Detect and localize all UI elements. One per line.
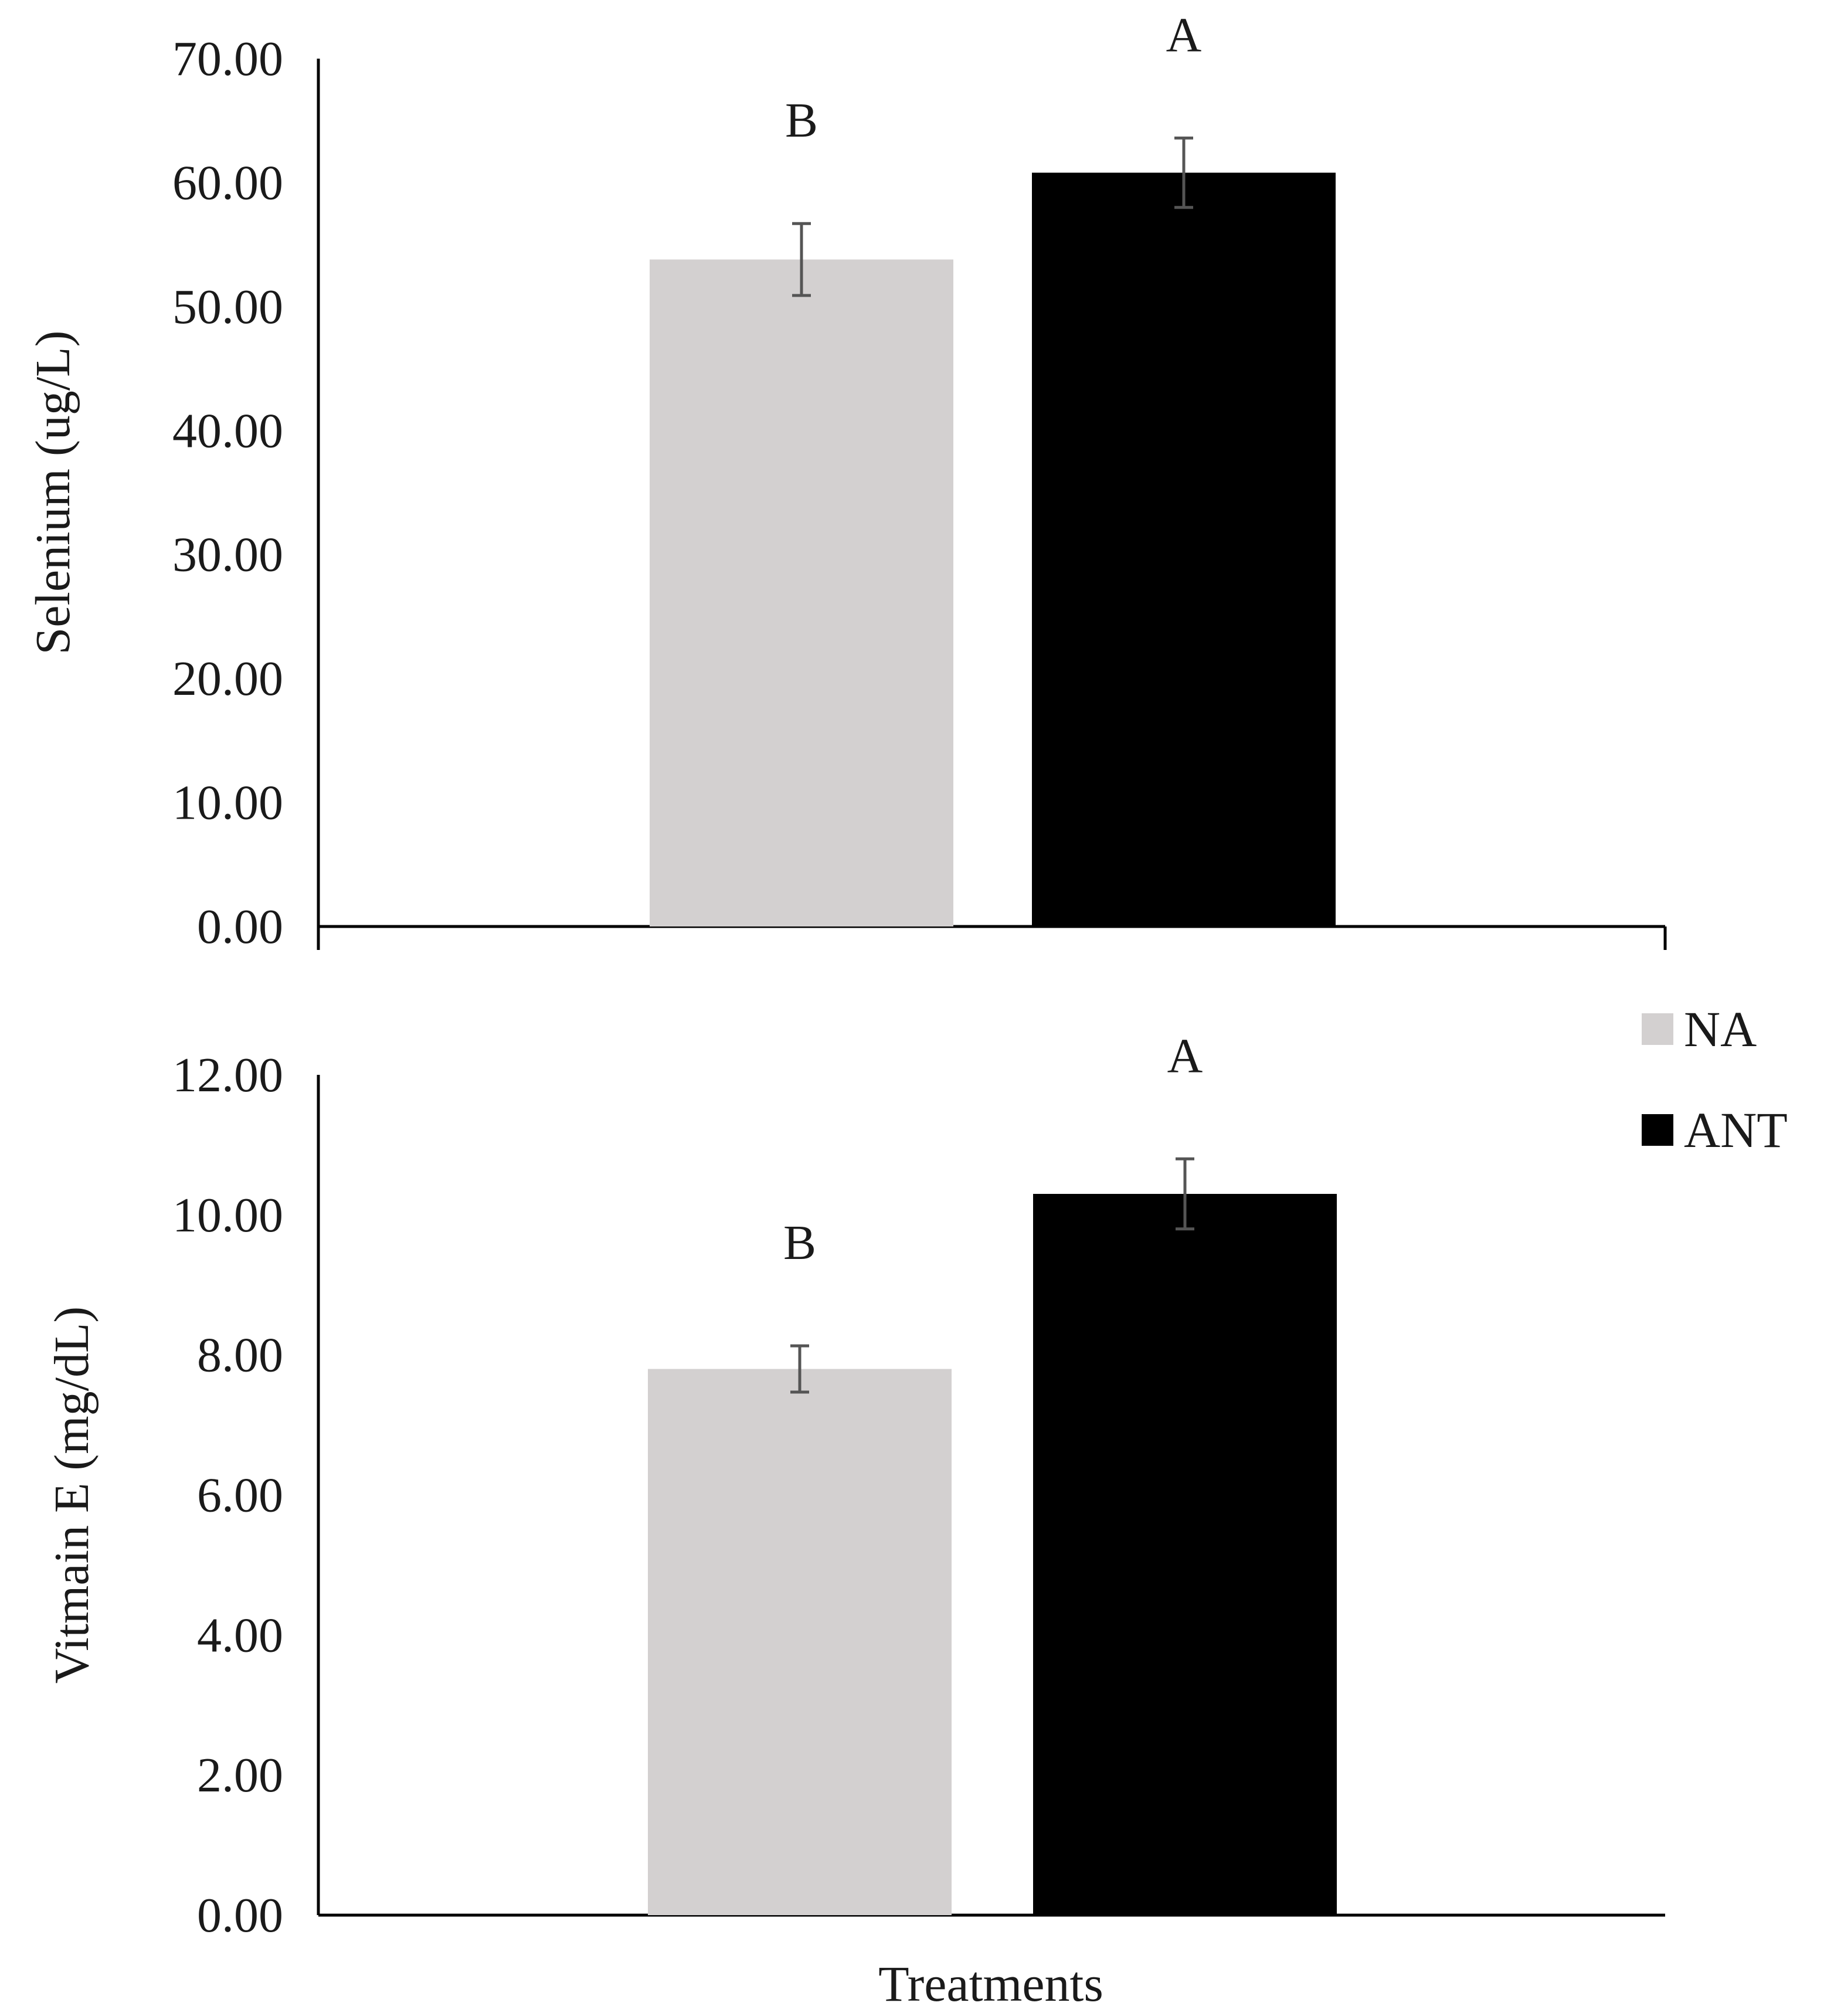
bar-na [648,1369,952,1915]
bar-ant [1032,172,1336,926]
y-tick-label: 20.00 [172,651,283,706]
legend-swatch-ant [1642,1114,1673,1146]
y-tick-label: 10.00 [172,776,283,830]
legend-label-ant: ANT [1684,1102,1788,1158]
y-tick-label: 0.00 [197,900,283,954]
y-tick-label: 70.00 [172,32,283,86]
y-tick-label: 30.00 [172,528,283,582]
significance-letter-na: B [783,1216,816,1270]
y-tick-label: 12.00 [172,1048,283,1102]
vitamin-e-chart: 0.00 2.00 4.00 6.00 8.00 10.00 12.00 Vitmain E … [45,1029,1665,1943]
selenium-chart: 0.00 10.00 20.00 30.00 40.00 50.00 60.00 70.00 S… [26,8,1667,954]
legend-label-na: NA [1684,1001,1757,1057]
bar-na [650,259,953,926]
y-tick-label: 10.00 [172,1188,283,1243]
significance-letter-ant: A [1167,1029,1203,1083]
y-tick-label: 60.00 [172,155,283,210]
y-tick-label: 8.00 [197,1328,283,1383]
y-tick-label: 50.00 [172,280,283,334]
y-tick-label: 0.00 [197,1888,283,1943]
significance-letter-na: B [785,93,818,148]
bar-ant [1033,1194,1337,1915]
y-tick-label: 4.00 [197,1608,283,1662]
significance-letter-ant: A [1166,8,1202,62]
y-tick-label: 2.00 [197,1748,283,1803]
y-tick-label: 40.00 [172,403,283,458]
y-axis-title: Vitmain E (mg/dL) [45,1306,99,1684]
y-tick-label: 6.00 [197,1468,283,1523]
x-axis-label: Treatments [878,1956,1103,2012]
legend-swatch-na [1642,1013,1673,1045]
legend: NA ANT [1642,1001,1788,1158]
y-axis-title: Selenium (ug/L) [26,331,80,655]
